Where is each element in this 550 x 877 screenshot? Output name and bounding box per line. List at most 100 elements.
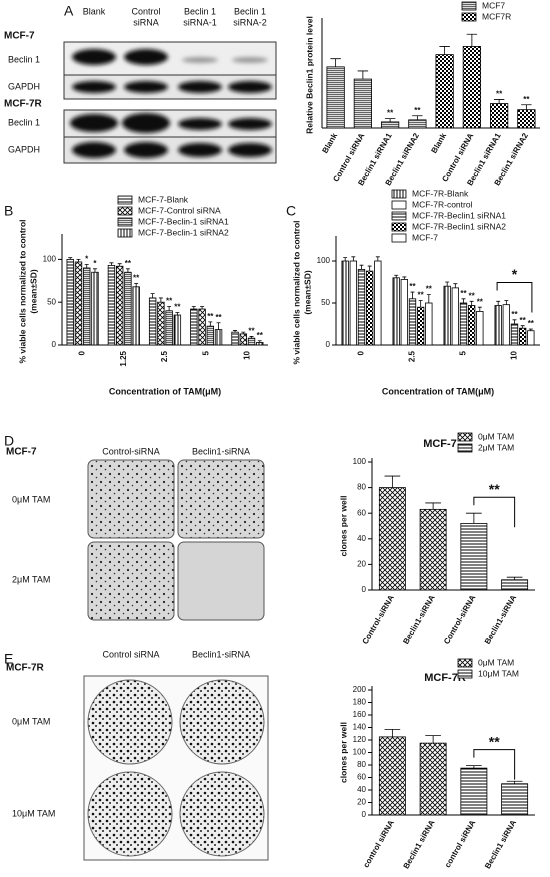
error-bar (158, 297, 163, 303)
y-tick-label: 180 (353, 698, 367, 707)
bar (91, 271, 99, 346)
annotation: ** (489, 481, 500, 497)
y-tick-label: 40 (357, 534, 366, 543)
significance: ** (418, 291, 425, 300)
x-axis-label: Concentration of TAM(μM) (382, 386, 494, 396)
bar (517, 109, 536, 129)
x-tick-label: 1.25 (119, 350, 128, 366)
error-bar (167, 306, 172, 311)
column-label: Control (131, 6, 160, 16)
error-bar (241, 331, 246, 334)
bar (381, 121, 400, 129)
error-bar (359, 264, 364, 270)
x-tick-label: 5 (459, 350, 468, 355)
x-tick-label: 5 (201, 350, 210, 355)
error-bar (68, 257, 73, 260)
error-bar (175, 312, 180, 316)
bar (378, 736, 406, 816)
x-tick-label: Beclin1 siRNA (402, 818, 437, 870)
y-axis-label: (mean±SD) (302, 270, 312, 315)
error-bar (208, 321, 213, 327)
error-bar (257, 340, 262, 343)
bar (326, 66, 345, 129)
legend-label: MCF-7R-Beclin1 siRNA1 (412, 210, 506, 220)
legend-label: MCF7 (482, 0, 505, 10)
y-tick-label: 100 (353, 748, 367, 757)
y-tick-label: 160 (353, 710, 367, 719)
legend-label: 0μM TAM (478, 657, 514, 667)
error-bar (506, 576, 523, 580)
bar (419, 742, 447, 816)
error-bar (200, 306, 205, 310)
bar (501, 579, 529, 591)
y-tick-label: 50 (47, 297, 56, 306)
y-tick-label: 80 (357, 760, 366, 769)
y-axis-label: % viable cells normalized to control (291, 220, 301, 364)
y-tick-label: 20 (357, 798, 366, 807)
bar (374, 260, 382, 346)
bar (357, 268, 366, 346)
bar (341, 260, 349, 346)
significance: ** (257, 331, 264, 340)
error-bar (477, 306, 482, 312)
significance: ** (125, 259, 132, 268)
y-tick-label: 60 (357, 508, 366, 517)
bar (494, 305, 502, 346)
y-axis-label: % viable cells normalized to control (17, 219, 27, 363)
error-bar (439, 46, 450, 55)
chart-title: MCF-7R (424, 672, 466, 684)
bar (132, 286, 140, 346)
significance: ** (496, 90, 503, 99)
column-label: siRNA-2 (233, 17, 267, 27)
legend-swatch (461, 1, 477, 11)
legend-swatch (391, 200, 407, 210)
x-tick-label: 0 (357, 350, 366, 355)
x-tick-label: 2.5 (160, 350, 169, 362)
bar (365, 270, 374, 346)
y-tick-label: 120 (353, 735, 367, 744)
significance: ** (248, 327, 255, 336)
bar (190, 308, 198, 346)
bar (400, 279, 409, 346)
legend-swatch (391, 222, 407, 232)
error-bar (384, 728, 401, 737)
error-bar (506, 780, 523, 784)
y-tick-label: 50 (321, 298, 330, 307)
bar (408, 119, 427, 129)
error-bar (84, 264, 89, 268)
significance-bracket (496, 281, 533, 313)
bar (173, 314, 182, 346)
bar (206, 325, 215, 346)
significance: ** (511, 310, 518, 319)
legend-label: MCF-7-Control siRNA (138, 205, 221, 215)
row-label: 10μM TAM (12, 808, 55, 818)
column-label: Control siRNA (102, 649, 159, 659)
bar (476, 310, 484, 346)
legend-swatch (117, 217, 133, 227)
error-bar (425, 502, 441, 510)
x-tick-label: 10 (510, 350, 519, 359)
error-bar (521, 104, 532, 110)
bar (443, 285, 451, 346)
significance-bracket (473, 496, 516, 528)
bar (459, 302, 468, 346)
legend-label: MCF-7 (412, 232, 438, 242)
row-label: GAPDH (8, 81, 40, 91)
significance: ** (469, 291, 476, 300)
error-bar (330, 58, 341, 67)
bar (490, 103, 509, 129)
group-label: MCF-7 (4, 31, 35, 42)
error-bar (150, 293, 155, 298)
western-blot (63, 41, 277, 164)
error-bar (125, 268, 130, 273)
bar (124, 271, 132, 346)
bar (353, 78, 372, 129)
row-label: 2μM TAM (12, 574, 50, 584)
error-bar (466, 33, 478, 47)
legend-label: MCF-7R-control (412, 199, 473, 209)
y-tick-label: 100 (353, 457, 367, 466)
legend-label: MCF-7-Blank (138, 194, 189, 204)
bar (214, 329, 223, 346)
legend-swatch (391, 211, 407, 221)
